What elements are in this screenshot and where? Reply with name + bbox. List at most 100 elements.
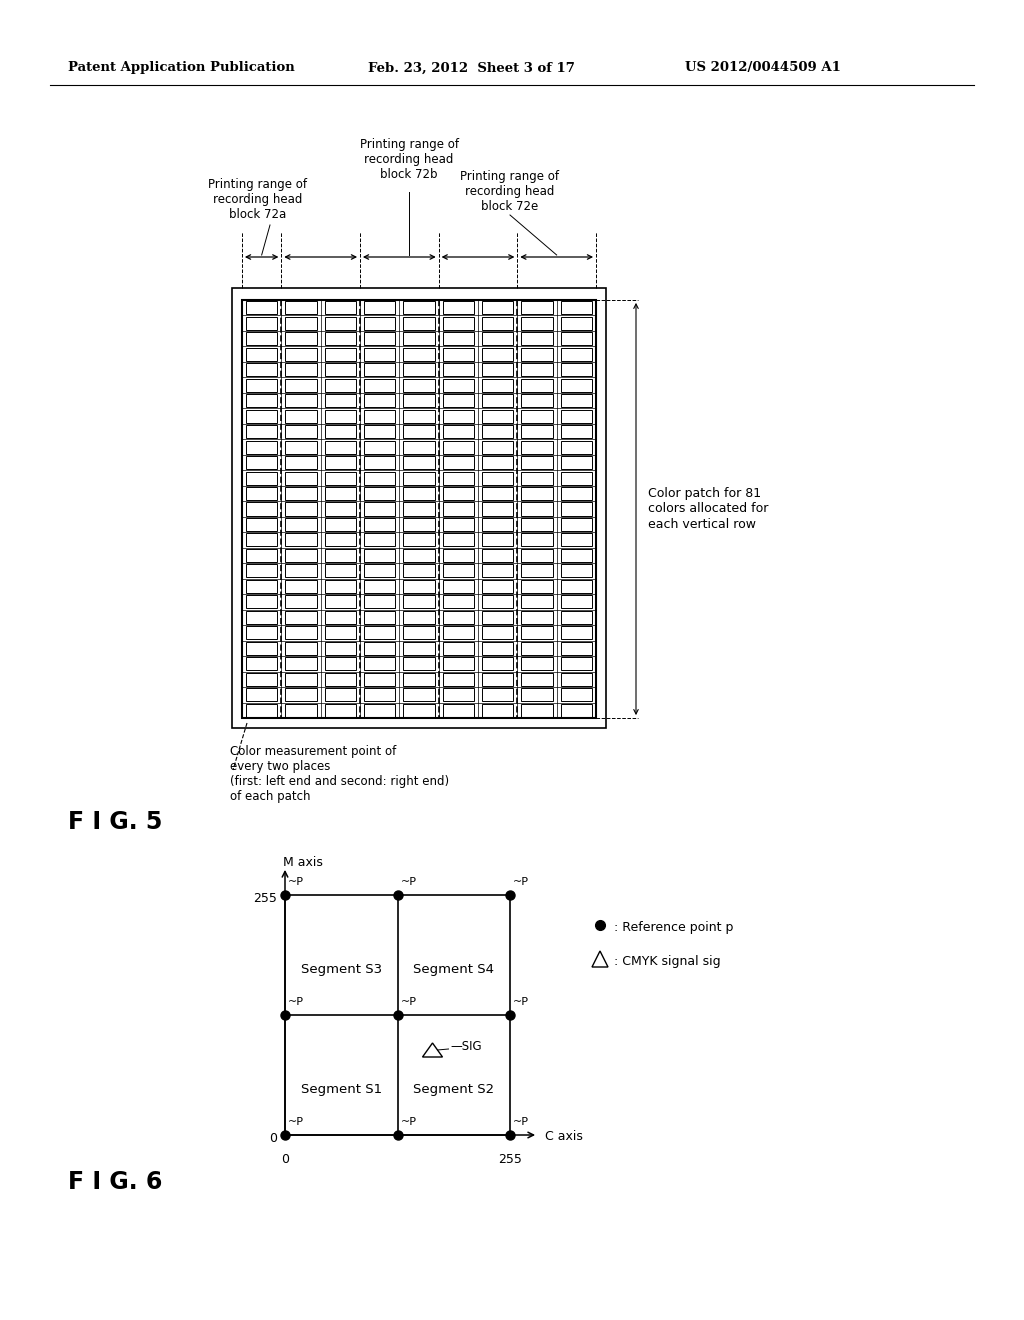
- Bar: [364, 517, 395, 531]
- Bar: [521, 333, 553, 346]
- Bar: [364, 688, 395, 701]
- Bar: [521, 441, 553, 454]
- Text: ~P: ~P: [288, 1117, 304, 1127]
- Bar: [442, 627, 474, 639]
- Bar: [482, 409, 513, 422]
- Bar: [364, 395, 395, 407]
- Bar: [364, 549, 395, 562]
- Text: 255: 255: [498, 1152, 522, 1166]
- Bar: [560, 301, 592, 314]
- Bar: [521, 595, 553, 609]
- Bar: [364, 642, 395, 655]
- Bar: [482, 347, 513, 360]
- Bar: [364, 333, 395, 346]
- Bar: [364, 317, 395, 330]
- Bar: [560, 704, 592, 717]
- Bar: [403, 487, 435, 500]
- Text: ~P: ~P: [513, 1117, 529, 1127]
- Bar: [482, 579, 513, 593]
- Bar: [364, 363, 395, 376]
- Bar: [560, 363, 592, 376]
- Bar: [364, 471, 395, 484]
- Bar: [246, 455, 278, 469]
- Bar: [442, 642, 474, 655]
- Bar: [286, 657, 316, 671]
- Bar: [325, 471, 356, 484]
- Bar: [286, 395, 316, 407]
- Bar: [364, 301, 395, 314]
- Bar: [246, 533, 278, 546]
- Bar: [364, 704, 395, 717]
- Bar: [246, 627, 278, 639]
- Bar: [442, 673, 474, 686]
- Bar: [325, 503, 356, 516]
- Bar: [403, 301, 435, 314]
- Text: F I G. 5: F I G. 5: [68, 810, 163, 834]
- Bar: [482, 704, 513, 717]
- Bar: [325, 533, 356, 546]
- Bar: [442, 347, 474, 360]
- Bar: [325, 517, 356, 531]
- Bar: [521, 688, 553, 701]
- Bar: [442, 333, 474, 346]
- Bar: [286, 363, 316, 376]
- Bar: [442, 533, 474, 546]
- Bar: [246, 673, 278, 686]
- Bar: [286, 487, 316, 500]
- Bar: [442, 363, 474, 376]
- Text: Color measurement point of
every two places
(first: left end and second: right e: Color measurement point of every two pla…: [230, 744, 450, 803]
- Bar: [325, 611, 356, 624]
- Bar: [325, 565, 356, 577]
- Bar: [325, 673, 356, 686]
- Bar: [246, 409, 278, 422]
- Bar: [246, 657, 278, 671]
- Bar: [442, 487, 474, 500]
- Bar: [246, 395, 278, 407]
- Bar: [482, 301, 513, 314]
- Bar: [560, 317, 592, 330]
- Bar: [246, 363, 278, 376]
- Bar: [246, 471, 278, 484]
- Bar: [364, 595, 395, 609]
- Bar: [246, 579, 278, 593]
- Bar: [482, 673, 513, 686]
- Bar: [482, 363, 513, 376]
- Bar: [403, 409, 435, 422]
- Bar: [246, 333, 278, 346]
- Bar: [442, 317, 474, 330]
- Bar: [286, 673, 316, 686]
- Bar: [521, 347, 553, 360]
- Bar: [325, 642, 356, 655]
- Bar: [560, 595, 592, 609]
- Bar: [521, 533, 553, 546]
- Bar: [246, 611, 278, 624]
- Bar: [364, 673, 395, 686]
- Bar: [246, 317, 278, 330]
- Bar: [403, 627, 435, 639]
- Bar: [403, 363, 435, 376]
- Bar: [403, 565, 435, 577]
- Bar: [442, 471, 474, 484]
- Bar: [242, 300, 596, 718]
- Bar: [442, 409, 474, 422]
- Bar: [286, 688, 316, 701]
- Bar: [246, 517, 278, 531]
- Bar: [286, 441, 316, 454]
- Bar: [232, 288, 606, 729]
- Bar: [442, 688, 474, 701]
- Bar: [560, 425, 592, 438]
- Bar: [286, 533, 316, 546]
- Text: Feb. 23, 2012  Sheet 3 of 17: Feb. 23, 2012 Sheet 3 of 17: [368, 62, 574, 74]
- Bar: [482, 395, 513, 407]
- Text: ~P: ~P: [288, 876, 304, 887]
- Bar: [482, 565, 513, 577]
- Bar: [442, 704, 474, 717]
- Bar: [403, 673, 435, 686]
- Bar: [403, 317, 435, 330]
- Bar: [325, 301, 356, 314]
- Bar: [286, 627, 316, 639]
- Text: Printing range of
recording head
block 72b: Printing range of recording head block 7…: [359, 139, 459, 181]
- Bar: [286, 549, 316, 562]
- Bar: [482, 595, 513, 609]
- Text: ~P: ~P: [288, 997, 304, 1007]
